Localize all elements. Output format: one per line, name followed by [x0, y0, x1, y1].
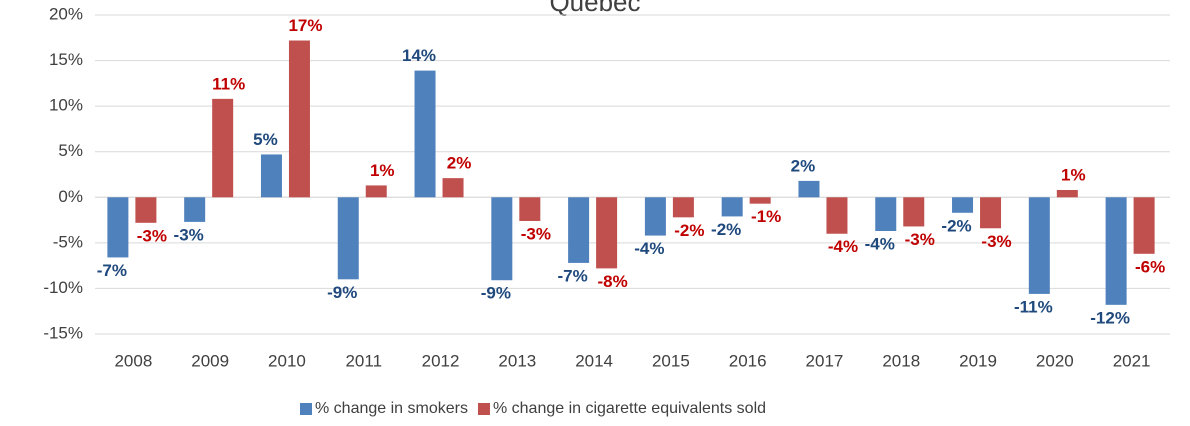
- data-label: -3%: [905, 230, 935, 249]
- x-tick-label: 2008: [114, 351, 152, 370]
- data-label: -6%: [1135, 257, 1165, 276]
- chart-title: Québec: [549, 0, 640, 17]
- bar: [672, 197, 694, 218]
- data-label: -8%: [597, 272, 627, 291]
- data-label: -4%: [634, 239, 664, 258]
- bar: [903, 197, 925, 227]
- x-tick-label: 2009: [191, 351, 229, 370]
- data-label: -9%: [327, 283, 357, 302]
- x-tick-label: 2015: [652, 351, 690, 370]
- bar: [980, 197, 1002, 229]
- y-tick-label: 10%: [49, 96, 83, 115]
- bar: [596, 197, 618, 269]
- bar: [568, 197, 590, 263]
- data-label: -12%: [1090, 308, 1130, 327]
- data-label: -2%: [711, 220, 741, 239]
- bar: [826, 197, 848, 234]
- bar: [749, 197, 771, 204]
- data-label: -3%: [174, 225, 204, 244]
- data-label: 5%: [253, 130, 278, 149]
- data-label: 17%: [288, 16, 322, 35]
- y-tick-label: -5%: [53, 232, 83, 251]
- bar: [1133, 197, 1155, 254]
- data-label: -11%: [1014, 297, 1053, 316]
- bar: [721, 197, 743, 217]
- bar: [798, 180, 820, 198]
- bar: [337, 197, 359, 280]
- data-label: 2%: [791, 156, 816, 175]
- x-tick-label: 2010: [268, 351, 306, 370]
- x-tick-label: 2020: [1036, 351, 1074, 370]
- bar: [107, 197, 129, 258]
- y-tick-label: -10%: [43, 278, 83, 297]
- data-label: -3%: [521, 224, 551, 243]
- y-tick-label: 15%: [49, 50, 83, 69]
- x-tick-label: 2012: [422, 351, 460, 370]
- data-label: -7%: [97, 261, 127, 280]
- bar: [952, 197, 974, 213]
- bar: [365, 185, 387, 198]
- data-label: -7%: [557, 266, 587, 285]
- data-label: 11%: [212, 74, 245, 93]
- y-tick-label: 20%: [49, 4, 83, 23]
- data-label: -2%: [674, 221, 704, 240]
- bar: [442, 178, 464, 198]
- x-tick-label: 2019: [959, 351, 997, 370]
- bar: [1105, 197, 1127, 305]
- data-label: -3%: [137, 226, 167, 245]
- legend-swatch: [477, 403, 490, 415]
- data-label: -4%: [865, 234, 895, 253]
- y-tick-label: 5%: [58, 141, 83, 160]
- legend-label: % change in smokers: [315, 400, 468, 417]
- data-label: 2%: [447, 154, 472, 173]
- data-label: 14%: [402, 46, 436, 65]
- data-label: -4%: [828, 237, 858, 256]
- bar: [875, 197, 897, 232]
- legend-swatch: [300, 403, 312, 415]
- x-tick-label: 2018: [882, 351, 920, 370]
- bar: [414, 70, 436, 198]
- data-label: -3%: [981, 232, 1011, 251]
- bar: [519, 197, 541, 221]
- data-label: -2%: [941, 216, 971, 235]
- bar: [212, 98, 234, 198]
- x-tick-label: 2016: [729, 351, 767, 370]
- legend-label: % change in cigarette equivalents sold: [493, 400, 766, 417]
- x-tick-label: 2011: [345, 351, 382, 370]
- x-tick-label: 2021: [1113, 351, 1151, 370]
- x-tick-label: 2013: [498, 351, 536, 370]
- bar: [184, 197, 206, 222]
- data-label: 1%: [1061, 165, 1086, 184]
- data-label: -9%: [481, 284, 511, 303]
- bar: [1028, 197, 1050, 294]
- data-label: -1%: [751, 207, 781, 226]
- y-tick-label: -15%: [43, 323, 83, 342]
- bar: [644, 197, 666, 236]
- bar: [260, 154, 282, 198]
- x-tick-label: 2014: [575, 351, 613, 370]
- y-tick-label: 0%: [58, 187, 83, 206]
- x-tick-label: 2017: [806, 351, 844, 370]
- bar: [491, 197, 513, 281]
- bar: [288, 40, 310, 198]
- data-label: 1%: [370, 161, 395, 180]
- bar: [1056, 189, 1078, 198]
- bar: [135, 197, 157, 223]
